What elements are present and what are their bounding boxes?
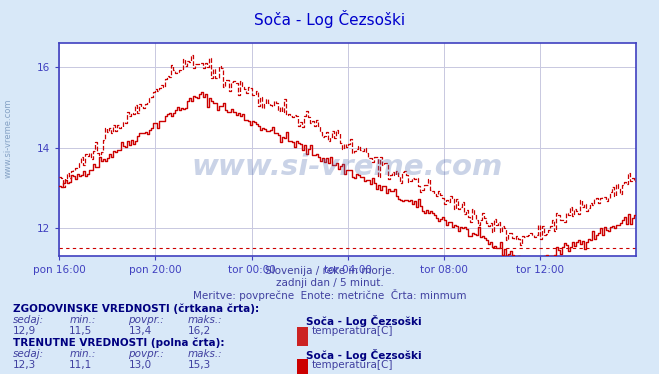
Text: Soča - Log Čezsoški: Soča - Log Čezsoški xyxy=(306,315,422,327)
Text: maks.:: maks.: xyxy=(188,349,223,359)
Text: sedaj:: sedaj: xyxy=(13,315,44,325)
Text: www.si-vreme.com: www.si-vreme.com xyxy=(192,153,503,181)
Text: TRENUTNE VREDNOSTI (polna črta):: TRENUTNE VREDNOSTI (polna črta): xyxy=(13,337,225,348)
Text: 11,1: 11,1 xyxy=(69,360,92,370)
Text: maks.:: maks.: xyxy=(188,315,223,325)
Text: 13,0: 13,0 xyxy=(129,360,152,370)
Text: Slovenija / reke in morje.: Slovenija / reke in morje. xyxy=(264,266,395,276)
Text: temperatura[C]: temperatura[C] xyxy=(312,360,393,370)
Text: 16,2: 16,2 xyxy=(188,326,211,336)
Text: 13,4: 13,4 xyxy=(129,326,152,336)
Text: ZGODOVINSKE VREDNOSTI (črtkana črta):: ZGODOVINSKE VREDNOSTI (črtkana črta): xyxy=(13,304,259,314)
Text: min.:: min.: xyxy=(69,315,96,325)
Text: sedaj:: sedaj: xyxy=(13,349,44,359)
Text: www.si-vreme.com: www.si-vreme.com xyxy=(3,99,13,178)
Text: 12,3: 12,3 xyxy=(13,360,36,370)
Text: Soča - Log Čezsoški: Soča - Log Čezsoški xyxy=(254,10,405,28)
Text: povpr.:: povpr.: xyxy=(129,349,164,359)
Text: min.:: min.: xyxy=(69,349,96,359)
Text: 15,3: 15,3 xyxy=(188,360,211,370)
Text: 11,5: 11,5 xyxy=(69,326,92,336)
Text: zadnji dan / 5 minut.: zadnji dan / 5 minut. xyxy=(275,278,384,288)
Text: Soča - Log Čezsoški: Soča - Log Čezsoški xyxy=(306,349,422,361)
Text: Meritve: povprečne  Enote: metrične  Črta: minmum: Meritve: povprečne Enote: metrične Črta:… xyxy=(192,289,467,301)
Text: povpr.:: povpr.: xyxy=(129,315,164,325)
Text: temperatura[C]: temperatura[C] xyxy=(312,326,393,336)
Text: 12,9: 12,9 xyxy=(13,326,36,336)
